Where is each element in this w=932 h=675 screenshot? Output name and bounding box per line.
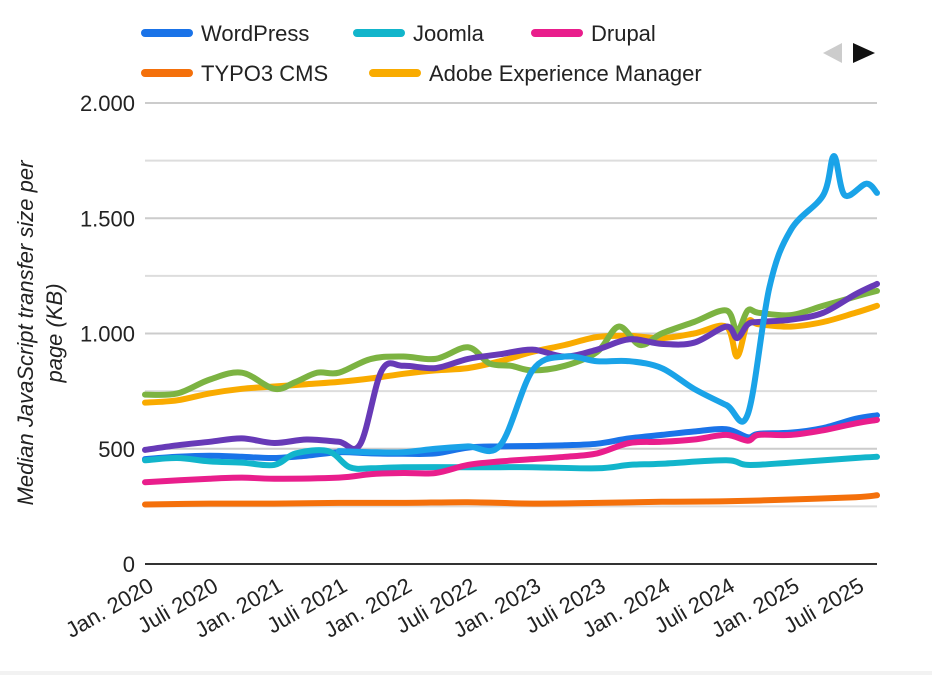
legend-item[interactable]: Adobe Experience Manager — [369, 61, 702, 86]
y-axis-title-line2: page (KB) — [42, 283, 67, 383]
y-axis-ticks: 0 500 1.000 1.500 2.000 — [80, 91, 135, 577]
y-tick-label: 1.500 — [80, 206, 135, 231]
series-line-unnamed-7[interactable] — [335, 153, 880, 456]
legend-item[interactable]: WordPress — [141, 21, 309, 46]
footer-divider — [0, 671, 932, 675]
series-line-typo3-cms[interactable] — [142, 492, 880, 508]
series-line-drupal[interactable] — [142, 416, 880, 486]
legend: WordPress Joomla Drupal TYPO3 CMS Adobe Expe… — [141, 21, 702, 86]
legend-item[interactable]: Joomla — [353, 21, 485, 46]
series-lines — [142, 153, 880, 508]
y-axis-title-line1: Median JavaScript transfer size per — [13, 159, 38, 505]
legend-pager — [823, 43, 875, 63]
y-tick-label: 0 — [123, 552, 135, 577]
legend-label: Drupal — [591, 21, 656, 46]
y-tick-label: 2.000 — [80, 91, 135, 116]
legend-label: Joomla — [413, 21, 485, 46]
prev-page-icon[interactable] — [823, 43, 842, 63]
legend-item[interactable]: Drupal — [531, 21, 656, 46]
y-gridlines — [145, 102, 877, 565]
y-tick-label: 1.000 — [80, 322, 135, 347]
legend-label: WordPress — [201, 21, 309, 46]
legend-label: Adobe Experience Manager — [429, 61, 702, 86]
next-page-icon[interactable] — [853, 43, 875, 63]
y-tick-label: 500 — [98, 437, 135, 462]
legend-label: TYPO3 CMS — [201, 61, 328, 86]
legend-item[interactable]: TYPO3 CMS — [141, 61, 328, 86]
series-line-unnamed-6[interactable] — [142, 280, 880, 453]
